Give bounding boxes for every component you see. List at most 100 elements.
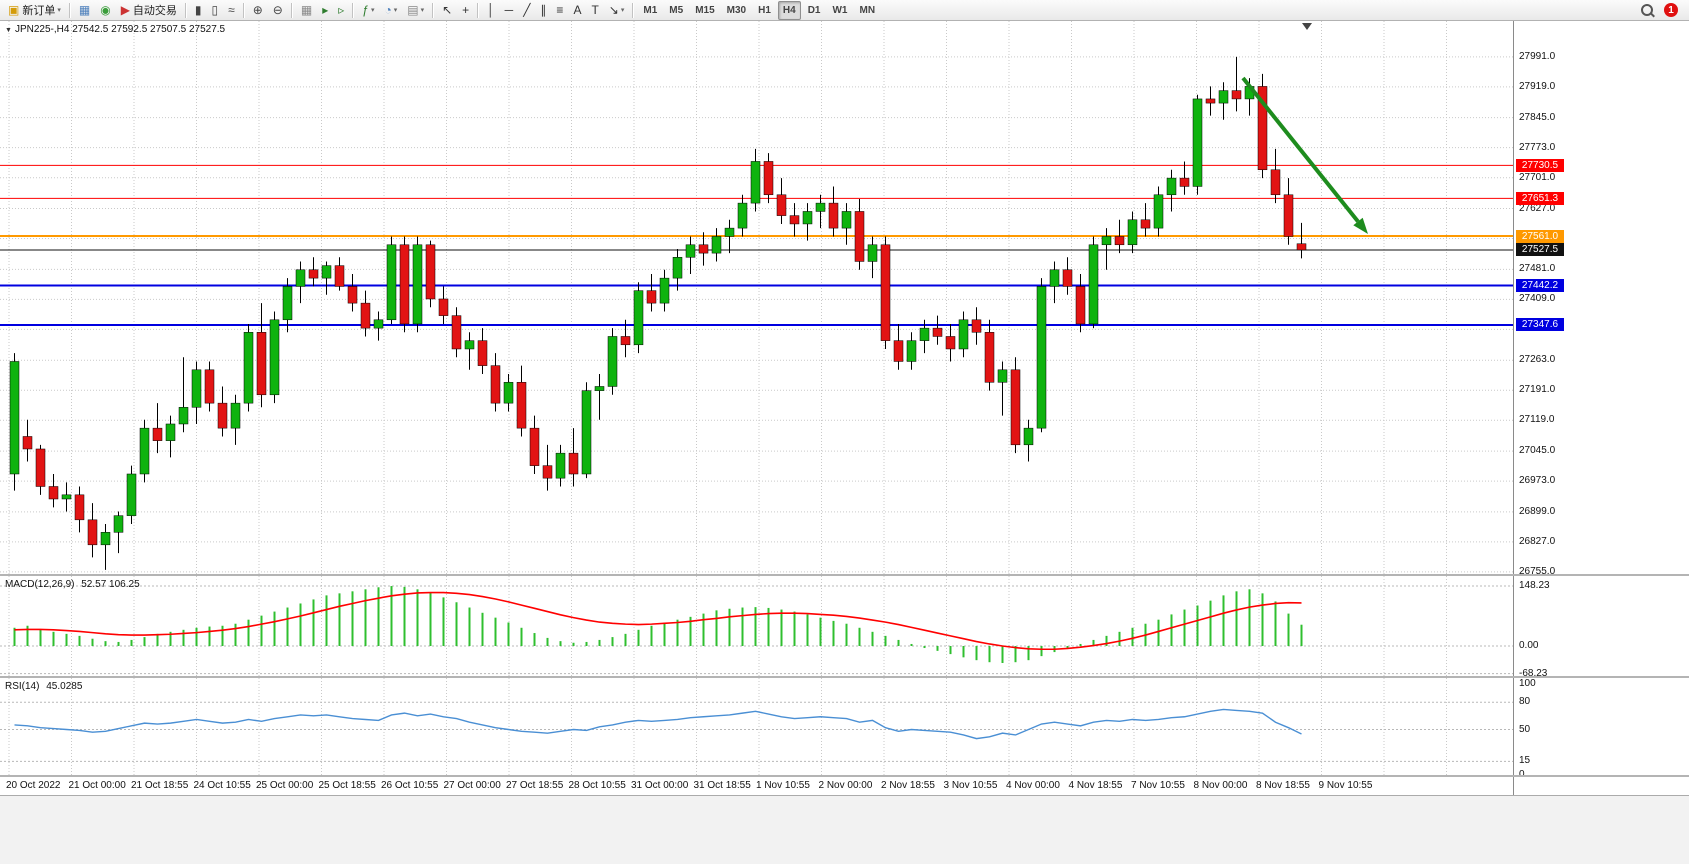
rsi-value: 45.0285 [46, 681, 83, 692]
text-label-button[interactable]: T [587, 1, 602, 20]
bull-candle [802, 211, 813, 225]
templates-button[interactable]: ▤ ▾ [403, 1, 428, 20]
bear-candle [22, 436, 33, 450]
price-line-badge: 27347.6 [1516, 318, 1564, 332]
main-chart-canvas[interactable] [0, 21, 1513, 574]
trend-arrow-line[interactable] [1241, 76, 1360, 223]
bull-candle [282, 286, 293, 321]
bar-chart-button[interactable]: ▮ [191, 1, 206, 20]
time-label: 8 Nov 00:00 [1193, 780, 1248, 791]
price-tick: 27773.0 [1519, 141, 1556, 153]
timeframe-h4-button[interactable]: H4 [777, 0, 801, 20]
bear-candle [1296, 243, 1307, 251]
panel-separator[interactable] [0, 574, 1689, 576]
price-axis[interactable]: 27991.0 27919.0 27845.0 27773.0 27701.0 27627… [1513, 21, 1689, 795]
timeframe-m15-button[interactable]: M15 [695, 4, 715, 16]
bear-candle [1010, 369, 1021, 446]
charts-window-icon: ▦ [78, 3, 91, 17]
trendline-button[interactable]: ╱ [519, 1, 534, 20]
bull-candle [9, 361, 20, 475]
time-label: 31 Oct 00:00 [631, 780, 689, 791]
auto-scroll-button[interactable]: ▸ [318, 1, 332, 20]
search-button[interactable] [1637, 1, 1657, 20]
chart-menu-icon[interactable]: ▼ [5, 27, 12, 34]
zoom-out-button[interactable]: ⊖ [269, 1, 287, 20]
time-label: 7 Nov 10:55 [1131, 780, 1185, 791]
price-tick: 27991.0 [1519, 50, 1556, 62]
zoom-in-button[interactable]: ⊕ [249, 1, 267, 20]
line-chart-button[interactable]: ≈ [224, 1, 239, 20]
time-label: 3 Nov 10:55 [943, 780, 998, 791]
market-watch-button[interactable]: ◉ [96, 1, 114, 20]
panel-separator[interactable] [0, 676, 1689, 678]
toolbar-separator [352, 2, 355, 18]
timeframe-group: M1 M5 M15 M30 H1 H4 D1 W1 MN [637, 0, 881, 20]
arrows-icon: ↘ [608, 3, 619, 17]
time-label: 28 Oct 10:55 [568, 780, 626, 791]
time-label: 25 Oct 18:55 [318, 780, 376, 791]
periods-button[interactable]: ◔ ▾ [380, 1, 401, 20]
macd-canvas[interactable] [0, 576, 1513, 676]
timeframe-w1-button[interactable]: W1 [832, 4, 848, 16]
notification-badge[interactable]: 1 [1664, 3, 1678, 17]
text-button[interactable]: A [569, 1, 585, 20]
bull-candle [126, 473, 137, 516]
horizontal-line-button[interactable]: ─ [501, 1, 518, 20]
rsi-canvas[interactable] [0, 678, 1513, 775]
chart-shift-button[interactable]: ▹ [334, 1, 348, 20]
crosshair-button[interactable]: + [458, 1, 473, 20]
zoom-out-icon: ⊖ [272, 3, 283, 17]
bull-candle [711, 236, 722, 254]
autotrading-button[interactable]: ▶ 自动交易 [117, 1, 181, 20]
bear-candle [646, 290, 657, 304]
dropdown-caret-icon: ▾ [370, 7, 375, 14]
indicators-button[interactable]: ƒ ▾ [358, 1, 378, 20]
charts-window-button[interactable]: ▦ [75, 1, 94, 20]
timeframe-d1-button[interactable]: D1 [807, 4, 821, 16]
bear-candle [87, 519, 98, 546]
toolbar-separator [477, 2, 480, 18]
vertical-line-button[interactable]: │ [483, 1, 499, 20]
price-tick: 27627.0 [1519, 202, 1556, 214]
bear-candle [984, 332, 995, 383]
bull-candle [919, 327, 930, 341]
bear-candle [360, 302, 371, 329]
window-background [0, 795, 1689, 864]
price-tick: 27481.0 [1519, 263, 1556, 275]
bear-candle [425, 244, 436, 300]
timeframe-m30-button[interactable]: M30 [726, 4, 747, 16]
new-order-button[interactable]: ▣ 新订单 ▾ [4, 1, 65, 20]
bear-candle [334, 265, 345, 287]
bear-candle [516, 382, 527, 429]
chart-ohlc: 27542.5 27592.5 27507.5 27527.5 [72, 24, 226, 35]
cursor-button[interactable]: ↖ [438, 1, 456, 20]
timeframe-mn-button[interactable]: MN [859, 4, 876, 16]
bear-candle [48, 486, 59, 500]
bull-candle [178, 407, 189, 425]
bull-candle [269, 319, 280, 396]
time-label: 2 Nov 18:55 [881, 780, 935, 791]
equidistant-channel-button[interactable]: ∥ [536, 1, 550, 20]
arrows-button[interactable]: ↘ ▾ [605, 1, 629, 20]
bear-candle [438, 298, 449, 316]
toolbar-separator [290, 2, 293, 18]
bull-candle [373, 319, 384, 329]
bull-candle [61, 494, 72, 500]
chart-shift-marker[interactable] [1302, 23, 1312, 30]
bear-candle [399, 244, 410, 325]
candlestick-chart-button[interactable]: ▯ [208, 1, 223, 20]
bull-candle [113, 515, 124, 533]
fibonacci-button[interactable]: ≡ [552, 1, 567, 20]
toolbar: ▣ 新订单 ▾ ▦ ◉ ▶ 自动交易 ▮ ▯ ≈ ⊕ ⊖ ▦ ▸ ▹ ƒ ▾ ◔ ▾ ▤ ▾ ↖ + │ ─ ╱ ∥ ≡ A T ↘ ▾ M1… [0, 0, 1689, 21]
time-axis[interactable]: 20 Oct 2022 21 Oct 00:00 21 Oct 18:55 24 Oc… [0, 777, 1689, 795]
bull-candle [1192, 98, 1203, 187]
time-label: 1 Nov 10:55 [756, 780, 810, 791]
timeframe-m1-button[interactable]: M1 [643, 4, 658, 16]
timeframe-h1-button[interactable]: H1 [758, 4, 771, 16]
time-label: 21 Oct 00:00 [68, 780, 126, 791]
search-icon [1641, 4, 1653, 16]
bear-candle [880, 244, 891, 341]
dropdown-caret-icon: ▾ [57, 7, 61, 14]
timeframe-m5-button[interactable]: M5 [669, 4, 684, 16]
tile-windows-button[interactable]: ▦ [297, 1, 316, 20]
